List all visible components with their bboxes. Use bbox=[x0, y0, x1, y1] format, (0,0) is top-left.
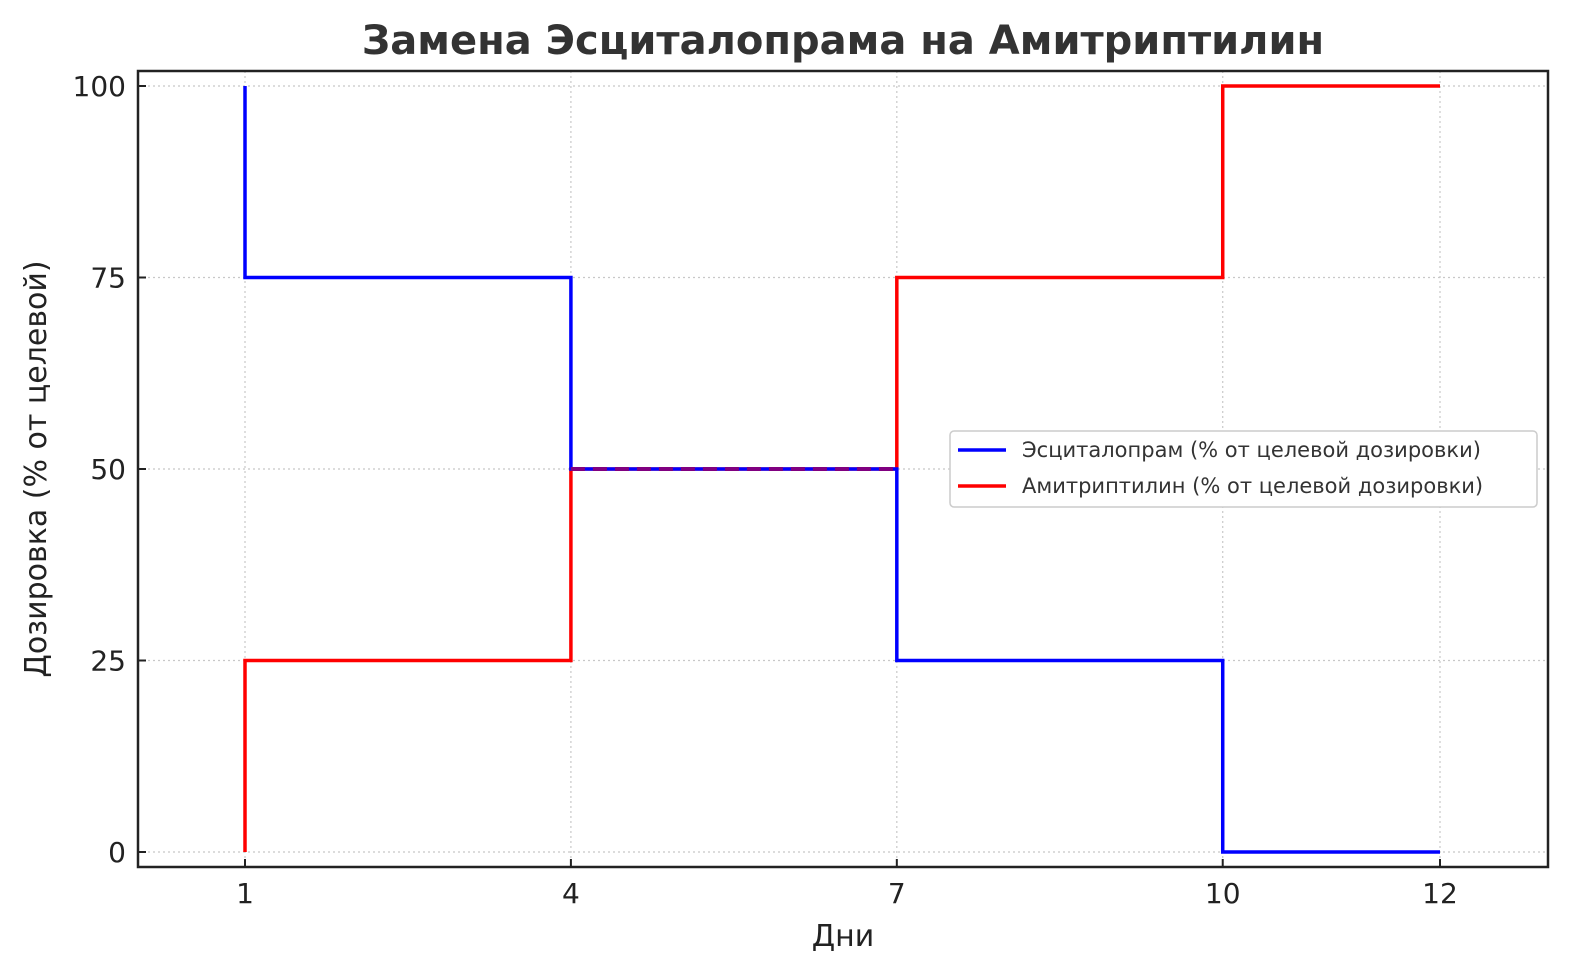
legend-box bbox=[949, 430, 1538, 508]
y-tick-label: 0 bbox=[108, 836, 126, 869]
x-ticks: 1 4 7 10 12 bbox=[236, 859, 1458, 910]
x-tick-label: 7 bbox=[888, 877, 906, 910]
x-tick-label: 4 bbox=[562, 877, 580, 910]
series-line-0 bbox=[243, 86, 1440, 854]
y-tick-label: 25 bbox=[90, 645, 126, 678]
y-ticks: 0 25 50 75 100 bbox=[73, 70, 146, 869]
y-tick-label: 100 bbox=[73, 70, 126, 103]
x-axis-label: Дни bbox=[812, 919, 875, 954]
legend-label-escitalopram: Эсциталопрам (% от целевой дозировки) bbox=[1022, 438, 1481, 462]
x-tick-label: 12 bbox=[1422, 877, 1458, 910]
x-tick-label: 1 bbox=[236, 877, 254, 910]
legend-label-amitriptyline: Амитриптилин (% от целевой дозировки) bbox=[1022, 474, 1483, 498]
legend: Эсциталопрам (% от целевой дозировки) Ам… bbox=[949, 430, 1538, 508]
plot-lines bbox=[243, 84, 1440, 854]
chart-title: Замена Эсциталопрама на Амитриптилин bbox=[362, 18, 1324, 64]
y-tick-label: 75 bbox=[90, 262, 126, 295]
x-tick-label: 10 bbox=[1205, 877, 1241, 910]
y-axis-label: Дозировка (% от целевой) bbox=[19, 260, 54, 677]
y-tick-label: 50 bbox=[90, 453, 126, 486]
